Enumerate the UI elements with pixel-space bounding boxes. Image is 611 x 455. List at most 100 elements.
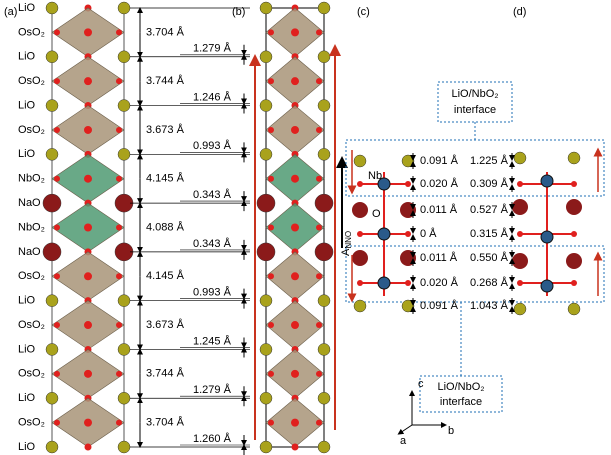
panel-label: (b) — [232, 6, 245, 18]
axis-label: b — [448, 425, 454, 437]
na-atom — [566, 253, 582, 269]
li-atom — [260, 295, 272, 307]
panel-label: (a) — [4, 6, 17, 18]
o-atom — [54, 322, 60, 328]
o-atom — [268, 273, 274, 279]
o-atom — [116, 176, 122, 182]
layer-label: NaO — [18, 246, 41, 258]
spacing-label: 3.704 Å — [146, 416, 185, 429]
o-atom — [268, 371, 274, 377]
offset-label: 0.993 Å — [193, 139, 232, 152]
offset-label: 1.245 Å — [193, 334, 232, 347]
na-atom — [315, 194, 333, 212]
offset-label: 0.993 Å — [193, 286, 232, 299]
o-atom — [316, 322, 322, 328]
li-atom — [402, 300, 414, 312]
o-atom — [291, 370, 299, 378]
o-atom — [116, 225, 122, 231]
li-atom — [118, 441, 130, 453]
nb-atom — [541, 231, 553, 243]
offset-label: 0.343 Å — [193, 237, 232, 250]
offset-label: 0.343 Å — [193, 188, 232, 201]
na-atom — [352, 250, 368, 266]
o-atom — [268, 127, 274, 133]
layer-label: LiO — [18, 343, 36, 355]
offset-label: 1.246 Å — [193, 90, 232, 103]
buckling-label: 1.043 Å — [470, 299, 509, 312]
o-atom — [84, 321, 92, 329]
li-atom — [118, 392, 130, 404]
layer-label: OsO₂ — [18, 270, 45, 282]
offset-label: 1.279 Å — [193, 42, 232, 55]
o-atom — [84, 224, 92, 232]
li-atom — [568, 152, 580, 164]
o-atom — [291, 28, 299, 36]
li-atom — [118, 295, 130, 307]
buckling-label: 0.091 Å — [420, 299, 459, 312]
o-atom — [405, 280, 411, 286]
o-atom — [291, 126, 299, 134]
nb-atom — [541, 280, 553, 292]
li-atom — [318, 343, 330, 355]
o-atom — [84, 272, 92, 280]
spacing-label: 4.145 Å — [146, 172, 185, 185]
o-atom — [85, 444, 92, 451]
layer-label: OsO₂ — [18, 124, 45, 136]
li-atom — [46, 51, 58, 63]
buckling-label: 1.225 Å — [470, 154, 509, 167]
o-atom — [116, 127, 122, 133]
layer-label: LiO — [18, 2, 36, 14]
buckling-label: 0.268 Å — [470, 276, 509, 289]
li-atom — [318, 148, 330, 160]
buckling-label: 0.315 Å — [470, 227, 509, 240]
o-atom — [291, 77, 299, 85]
o-atom — [84, 370, 92, 378]
li-atom — [318, 441, 330, 453]
offset-label: 1.279 Å — [193, 383, 232, 396]
o-atom — [268, 29, 274, 35]
o-atom — [54, 420, 60, 426]
li-atom — [118, 100, 130, 112]
na-atom — [43, 243, 61, 261]
nb-atom — [541, 175, 553, 187]
o-atom — [54, 29, 60, 35]
o-atom — [54, 78, 60, 84]
axis-label: c — [418, 378, 424, 390]
li-atom — [46, 2, 58, 14]
buckling-label: 0.020 Å — [420, 276, 459, 289]
buckling-label: 0.091 Å — [420, 154, 459, 167]
interface-label: interface — [454, 104, 496, 116]
o-atom — [54, 371, 60, 377]
li-atom — [318, 2, 330, 14]
o-atom — [84, 126, 92, 134]
o-atom — [571, 280, 577, 286]
li-atom — [514, 303, 526, 315]
na-atom — [512, 253, 528, 269]
o-atom — [116, 78, 122, 84]
o-atom — [54, 225, 60, 231]
panel-label: (c) — [357, 6, 370, 18]
o-atom — [84, 28, 92, 36]
na-atom — [400, 202, 416, 218]
buckling-label: 0 Å — [420, 227, 437, 240]
layer-label: OsO₂ — [18, 417, 45, 429]
spacing-label: 3.673 Å — [146, 123, 185, 136]
o-atom — [292, 444, 299, 451]
li-atom — [318, 392, 330, 404]
li-atom — [318, 295, 330, 307]
o-atom — [291, 321, 299, 329]
nb-atom — [378, 228, 390, 240]
o-atom — [291, 419, 299, 427]
li-atom — [402, 155, 414, 167]
o-atom — [268, 420, 274, 426]
layer-label: OsO₂ — [18, 75, 45, 87]
li-atom — [260, 343, 272, 355]
li-atom — [318, 100, 330, 112]
layer-label: LiO — [18, 392, 36, 404]
li-atom — [260, 441, 272, 453]
o-atom — [291, 175, 299, 183]
na-atom — [566, 199, 582, 215]
o-atom — [54, 273, 60, 279]
o-atom — [517, 231, 523, 237]
spacing-label: 4.145 Å — [146, 269, 185, 282]
